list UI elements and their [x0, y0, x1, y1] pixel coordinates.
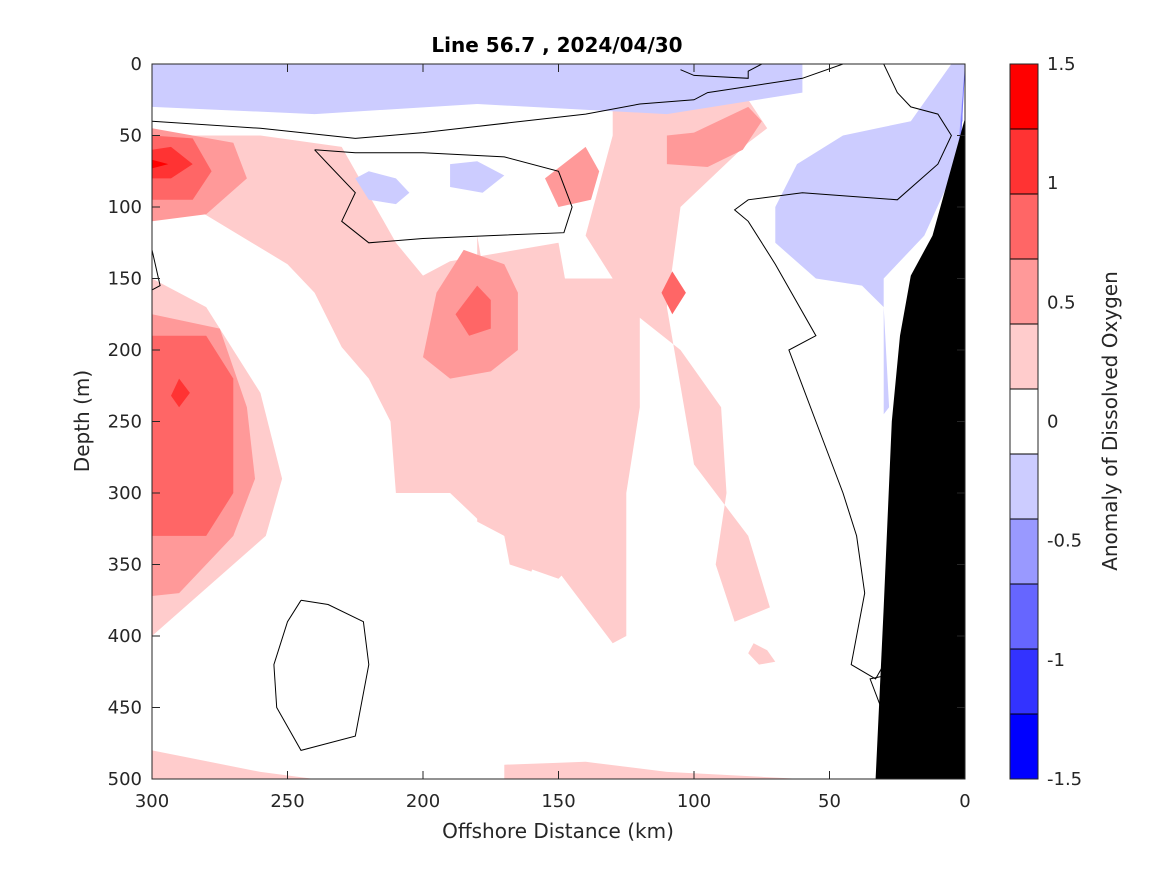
anomaly-field-14 — [666, 106, 762, 167]
y-tick-label: 200 — [108, 340, 142, 361]
x-tick-label: 50 — [818, 791, 841, 812]
anomaly-field-19 — [455, 285, 491, 336]
y-tick-label: 250 — [108, 412, 142, 433]
colorbar-tick-label: 1 — [1047, 173, 1058, 194]
anomaly-field-27 — [450, 161, 505, 193]
colorbar-tick-label: -1.5 — [1047, 769, 1082, 790]
anomaly-field-26 — [355, 171, 410, 205]
bathymetry-layer — [875, 118, 965, 779]
colorbar-swatch — [1010, 129, 1038, 195]
plot-area: 300 250 200 150 100 50 0 050100150200250300350… — [108, 54, 971, 812]
anomaly-field-6 — [504, 761, 803, 779]
y-tick-label: 500 — [108, 769, 142, 790]
colorbar-tick-label: 0.5 — [1047, 292, 1076, 313]
anomaly-field-20 — [661, 271, 686, 315]
anomaly-field-4 — [612, 99, 770, 622]
chart-title: Line 56.7 , 2024/04/30 — [431, 33, 682, 57]
colorbar: 1.5 1 0.5 0 -0.5 -1 -1.5 — [1009, 54, 1082, 790]
anomaly-field-23 — [152, 146, 193, 179]
zero-contour-1 — [314, 149, 573, 244]
colorbar-swatch — [1010, 714, 1038, 780]
colorbar-swatch — [1010, 519, 1038, 585]
anomaly-field-7 — [748, 643, 776, 665]
zero-contour-4 — [152, 249, 161, 291]
anomaly-field-0 — [152, 135, 586, 572]
anomaly-field-25 — [152, 64, 803, 115]
x-axis-ticks: 300 250 200 150 100 50 0 — [135, 64, 971, 812]
anomaly-field-2 — [477, 235, 573, 579]
colorbar-tick-label: -1 — [1047, 650, 1065, 671]
y-axis-ticks: 0 50 100 150 200 250 300 350 400 450 500 — [108, 54, 965, 790]
colorbar-swatch — [1010, 389, 1038, 455]
zero-contour-0 — [152, 64, 844, 139]
y-tick-label: 150 — [108, 269, 142, 290]
colorbar-frame — [1009, 63, 1039, 780]
colorbar-swatch — [1010, 64, 1038, 130]
colorbar-swatch — [1010, 649, 1038, 715]
y-tick-label: 50 — [119, 126, 142, 147]
y-tick-label: 300 — [108, 483, 142, 504]
zero-contours — [152, 64, 952, 751]
colorbar-tick-label: 0 — [1047, 412, 1058, 433]
zero-contour-2 — [680, 64, 763, 79]
anomaly-field-13 — [545, 146, 600, 207]
colorbar-tick-label: -0.5 — [1047, 531, 1082, 552]
x-axis-label: Offshore Distance (km) — [442, 819, 674, 843]
y-tick-label: 450 — [108, 698, 142, 719]
colorbar-swatch — [1010, 194, 1038, 260]
colorbar-swatch — [1010, 324, 1038, 390]
anomaly-field-29 — [152, 159, 169, 169]
colorbar-swatch — [1010, 454, 1038, 520]
anomaly-field-24 — [171, 378, 190, 408]
zero-contour-5 — [273, 599, 370, 751]
colorbar-label: Anomaly of Dissolved Oxygen — [1098, 271, 1122, 571]
x-tick-label: 250 — [270, 791, 304, 812]
x-tick-label: 100 — [677, 791, 711, 812]
x-tick-label: 150 — [541, 791, 575, 812]
zero-contour-6 — [869, 675, 885, 715]
y-tick-label: 100 — [108, 197, 142, 218]
colorbar-swatch — [1010, 259, 1038, 325]
zero-contour-3 — [733, 64, 952, 680]
colorbar-tick-label: 1.5 — [1047, 54, 1076, 75]
colorbar-swatch — [1010, 584, 1038, 650]
y-tick-label: 350 — [108, 555, 142, 576]
x-tick-label: 300 — [135, 791, 169, 812]
y-axis-label: Depth (m) — [70, 370, 94, 472]
y-tick-label: 400 — [108, 626, 142, 647]
anomaly-field-28 — [775, 64, 965, 415]
bathymetry — [875, 118, 965, 779]
anomaly-field-18 — [152, 335, 234, 536]
anomaly-field-5 — [152, 750, 315, 779]
y-tick-label: 0 — [131, 54, 142, 75]
anomaly-fields — [152, 64, 965, 779]
x-tick-label: 200 — [406, 791, 440, 812]
x-tick-label: 0 — [959, 791, 970, 812]
